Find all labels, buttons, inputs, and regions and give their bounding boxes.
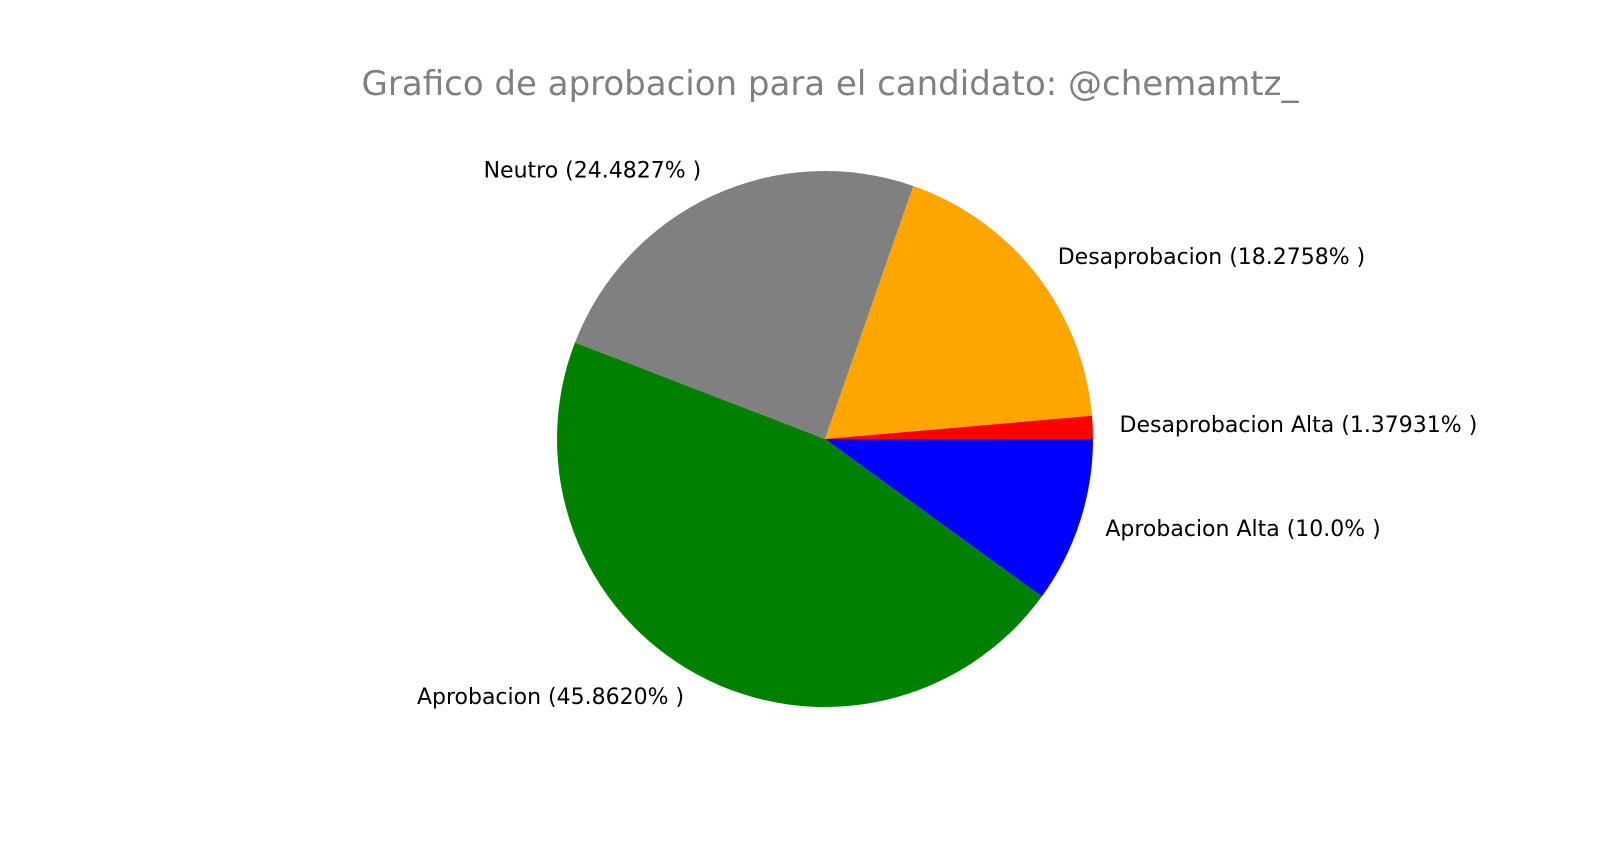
slice-label-0: Aprobacion Alta (10.0% )	[1105, 517, 1380, 542]
pie-labels: Aprobacion Alta (10.0% ) Aprobacion (45.8…	[417, 158, 1477, 710]
chart-title: Grafico de aprobacion para el candidato:…	[362, 64, 1300, 104]
pie-slice-4	[825, 415, 1093, 439]
pie-slice-1	[556, 342, 1042, 708]
slice-label-2: Neutro (24.4827% )	[484, 158, 702, 183]
slice-label-1: Aprobacion (45.8620% )	[417, 685, 684, 710]
pie-slice-3	[825, 185, 1092, 439]
slice-label-4: Desaprobacion Alta (1.37931% )	[1120, 413, 1478, 438]
slice-label-3: Desaprobacion (18.2758% )	[1058, 245, 1366, 270]
pie-slice-2	[574, 171, 914, 440]
pie-slice-0	[825, 439, 1093, 597]
pie-slices	[556, 171, 1093, 708]
